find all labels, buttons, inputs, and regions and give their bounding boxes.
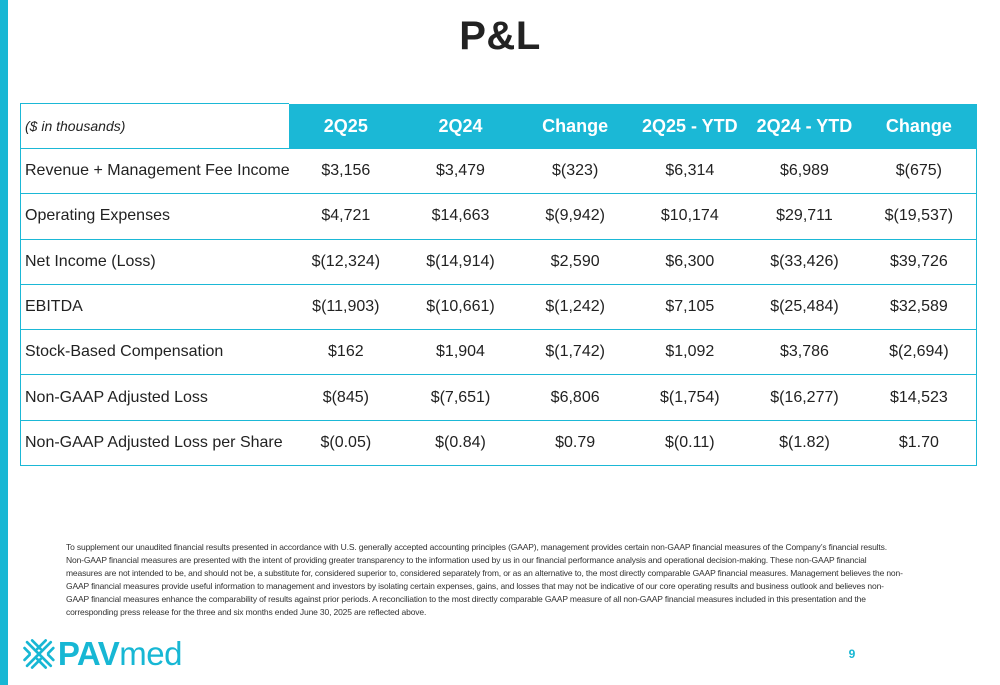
page-number: 9 bbox=[848, 647, 856, 661]
table-cell: $6,989 bbox=[747, 148, 862, 195]
row-label: Non-GAAP Adjusted Loss per Share bbox=[20, 420, 289, 467]
table-cell: $(1,742) bbox=[517, 329, 633, 376]
table-cell: $(2,694) bbox=[861, 329, 977, 376]
row-label: Revenue + Management Fee Income bbox=[20, 148, 290, 195]
logo-text-med: med bbox=[119, 635, 182, 672]
table-row: EBITDA $(11,903) $(10,661) $(1,242) $7,1… bbox=[20, 284, 977, 331]
row-label: Stock-Based Compensation bbox=[20, 329, 289, 376]
column-header: 2Q25 - YTD bbox=[632, 103, 748, 149]
table-cell: $(323) bbox=[517, 148, 633, 195]
table-cell: $6,300 bbox=[632, 239, 748, 285]
table-cell: $(19,537) bbox=[861, 193, 977, 240]
table-cell: $(675) bbox=[861, 148, 977, 195]
table-cell: $162 bbox=[288, 329, 404, 376]
pl-table: ($ in thousands) 2Q25 2Q24 Change 2Q25 -… bbox=[20, 103, 977, 467]
logo-wordmark: PAVmed bbox=[57, 635, 183, 673]
table-cell: $(7,651) bbox=[403, 374, 518, 421]
table-cell: $(9,942) bbox=[517, 193, 633, 240]
pavmed-logo: PAVmed bbox=[22, 634, 182, 674]
table-cell: $1.70 bbox=[861, 420, 977, 467]
table-cell: $(845) bbox=[288, 374, 404, 421]
table-cell: $0.79 bbox=[517, 420, 633, 467]
table-cell: $1,904 bbox=[403, 329, 518, 376]
table-cell: $(0.05) bbox=[288, 420, 404, 467]
column-header: 2Q24 - YTD bbox=[747, 103, 862, 149]
table-cell: $10,174 bbox=[632, 193, 748, 240]
table-cell: $3,786 bbox=[747, 329, 862, 376]
left-accent-bar bbox=[0, 0, 8, 685]
table-cell: $(10,661) bbox=[403, 284, 518, 331]
table-cell: $(33,426) bbox=[747, 239, 862, 285]
column-header: 2Q24 bbox=[403, 103, 518, 149]
table-cell: $2,590 bbox=[517, 239, 633, 285]
table-cell: $14,663 bbox=[403, 193, 518, 240]
table-cell: $(1,754) bbox=[632, 374, 748, 421]
row-label: Non-GAAP Adjusted Loss bbox=[20, 374, 289, 421]
table-cell: $(0.84) bbox=[403, 420, 518, 467]
page-title: P&L bbox=[459, 14, 541, 58]
table-cell: $14,523 bbox=[861, 374, 977, 421]
pavmed-x-logo-icon bbox=[23, 639, 55, 669]
table-cell: $(12,324) bbox=[288, 239, 404, 285]
table-cell: $1,092 bbox=[632, 329, 748, 376]
unit-label: ($ in thousands) bbox=[20, 103, 289, 149]
table-row: Stock-Based Compensation $162 $1,904 $(1… bbox=[20, 329, 977, 376]
table-cell: $(14,914) bbox=[403, 239, 518, 285]
table-row: Non-GAAP Adjusted Loss per Share $(0.05)… bbox=[20, 420, 977, 467]
table-cell: $32,589 bbox=[861, 284, 977, 331]
table-cell: $6,314 bbox=[632, 148, 748, 195]
table-cell: $7,105 bbox=[632, 284, 748, 331]
table-row: Operating Expenses $4,721 $14,663 $(9,94… bbox=[20, 193, 977, 240]
logo-text-pav: PAV bbox=[57, 635, 120, 672]
column-header: Change bbox=[861, 103, 977, 149]
table-cell: $3,479 bbox=[403, 148, 518, 195]
table-cell: $4,721 bbox=[288, 193, 404, 240]
gaap-footnote: To supplement our unaudited financial re… bbox=[66, 542, 903, 617]
table-row: Revenue + Management Fee Income $3,156 $… bbox=[20, 148, 977, 195]
table-cell: $(11,903) bbox=[288, 284, 404, 331]
table-header-row: ($ in thousands) 2Q25 2Q24 Change 2Q25 -… bbox=[20, 103, 977, 149]
column-header: 2Q25 bbox=[288, 103, 404, 149]
table-cell: $(1.82) bbox=[747, 420, 862, 467]
table-row: Net Income (Loss) $(12,324) $(14,914) $2… bbox=[20, 239, 977, 285]
table-cell: $(1,242) bbox=[517, 284, 633, 331]
table-cell: $39,726 bbox=[861, 239, 977, 285]
table-cell: $(16,277) bbox=[747, 374, 862, 421]
table-cell: $3,156 bbox=[288, 148, 404, 195]
row-label: Net Income (Loss) bbox=[20, 239, 289, 285]
column-header: Change bbox=[517, 103, 633, 149]
row-label: Operating Expenses bbox=[20, 193, 289, 240]
row-label: EBITDA bbox=[20, 284, 289, 331]
table-cell: $(0.11) bbox=[632, 420, 748, 467]
table-cell: $29,711 bbox=[747, 193, 862, 240]
table-cell: $6,806 bbox=[517, 374, 633, 421]
table-row: Non-GAAP Adjusted Loss $(845) $(7,651) $… bbox=[20, 374, 977, 421]
table-cell: $(25,484) bbox=[747, 284, 862, 331]
